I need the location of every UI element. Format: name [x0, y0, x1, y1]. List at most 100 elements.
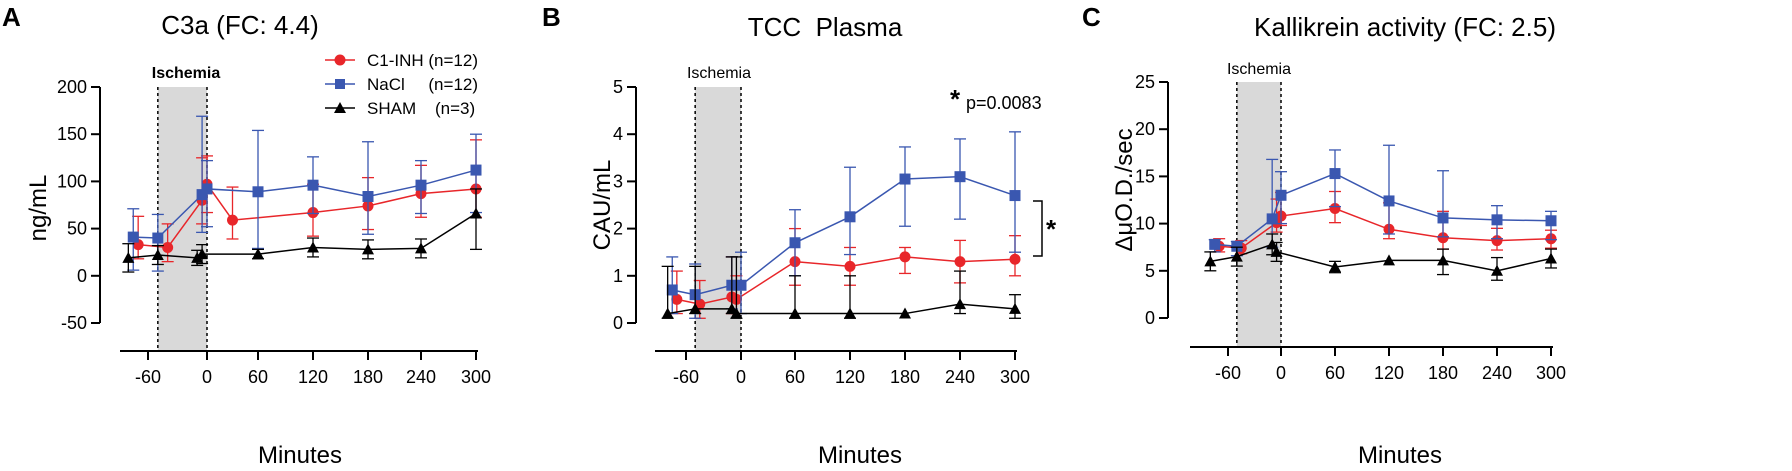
panel-a-xtick-label: 120: [298, 367, 328, 387]
panel-a-nacl-point: [307, 179, 319, 191]
panel-a-ischemia-label: Ischemia: [152, 65, 221, 82]
panel-a-sham-point: [470, 207, 482, 219]
panel-a-nacl-point: [196, 189, 208, 201]
panel-c-nacl-point: [1329, 168, 1341, 180]
panel-b-ytick-label: 0: [613, 313, 623, 333]
panel-c-ytick-label: 5: [1145, 261, 1155, 281]
panel-c-nacl-point: [1275, 189, 1287, 201]
panel-b-xtick-label: 180: [890, 367, 920, 387]
panel-a-sham-point: [415, 242, 427, 254]
panel-a-ytick-label: 150: [57, 124, 87, 144]
panel-b-bracket: [1033, 200, 1043, 257]
panel-c-nacl-point: [1491, 214, 1503, 226]
panel-b-xtick-label: 240: [945, 367, 975, 387]
panel-a-ischemia-band: [157, 87, 207, 351]
panel-a-ytick-label: -50: [61, 313, 87, 333]
panel-c-xtick-label: 120: [1374, 363, 1404, 383]
panel-b-nacl-point: [666, 284, 678, 296]
panel-c-xtick-label: 60: [1325, 363, 1345, 383]
panel-c-ytick-label: 20: [1135, 119, 1155, 139]
panel-a-sham-point: [307, 241, 319, 253]
panel-c-nacl-point: [1231, 240, 1243, 252]
panel-b-sham-point: [1009, 302, 1021, 314]
panel-a-nacl-point: [470, 164, 482, 176]
panel-b-xtick-label: 0: [736, 367, 746, 387]
panel-b-c1inh-point: [844, 260, 856, 272]
legend-item-sham: SHAM (n=3): [325, 99, 475, 118]
panel-b-nacl-point: [844, 211, 856, 223]
panel-b-c1inh-point: [671, 293, 683, 305]
panel-a-xlabel: Minutes: [258, 442, 342, 469]
panel-b-ytick-label: 1: [613, 266, 623, 286]
panel-c-ylabel: ΔμO.D./sec: [1111, 128, 1138, 251]
panel-b-nacl-point: [735, 279, 747, 291]
panel-b-ytick-label: 2: [613, 219, 623, 239]
panel-b-significance-star: *: [950, 84, 961, 114]
panel-c-xtick-label: 240: [1482, 363, 1512, 383]
panel-c-nacl-point: [1437, 212, 1449, 224]
panel-a-nacl-point: [127, 231, 139, 243]
panel-b-ylabel: CAU/mL: [589, 160, 616, 251]
panel-c-sham-point: [1266, 238, 1279, 250]
panel-c-series-nacl: [1208, 144, 1557, 257]
legend-sham-label: SHAM (n=3): [367, 99, 475, 118]
panel-a-xtick-label: 240: [406, 367, 436, 387]
legend-item-c1inh: C1-INH (n=12): [325, 51, 478, 70]
panel-b-c1inh-point: [1009, 253, 1021, 265]
panel-c-sham-point: [1437, 254, 1449, 266]
panel-a-nacl-point: [152, 232, 164, 244]
panel-b-sham-point: [954, 298, 966, 310]
panel-b-xtick-label: 120: [835, 367, 865, 387]
panel-b-xlabel: Minutes: [818, 442, 902, 469]
panel-c-ischemia-label: Ischemia: [1227, 61, 1291, 78]
panel-a-xtick-label: 60: [248, 367, 268, 387]
panel-a-ytick-label: 100: [57, 171, 87, 191]
panel-a-series-nacl: [127, 115, 482, 272]
panel-c-ytick-label: 25: [1135, 72, 1155, 92]
panel-c-series-sham: [1204, 233, 1557, 281]
panel-c-nacl-point: [1266, 213, 1278, 225]
panel-b-chart: B TCC Plasma Minutes CAU/mL Ischemia * p…: [542, 2, 1057, 469]
panel-a-xtick-label: 180: [353, 367, 383, 387]
panel-b-sham-point: [689, 302, 702, 314]
panel-b-c1inh-point: [899, 251, 911, 263]
panel-c-ytick-label: 10: [1135, 214, 1155, 234]
panel-c-chart: C Kallikrein activity (FC: 2.5) Minutes …: [1082, 2, 1566, 469]
legend: C1-INH (n=12) NaCl (n=12) SHAM (n=3): [325, 51, 478, 118]
panel-a-nacl-point: [415, 179, 427, 191]
panel-b-xtick-label: 60: [785, 367, 805, 387]
panel-c-ytick-label: 15: [1135, 166, 1155, 186]
panel-a-xtick-label: -60: [135, 367, 161, 387]
panel-b-ytick-label: 3: [613, 171, 623, 191]
panel-b-sham-point: [730, 307, 743, 319]
panel-a-sham-point: [362, 243, 374, 255]
panel-a-nacl-point: [252, 186, 264, 198]
panel-c-c1inh-point: [1491, 235, 1503, 247]
panel-c-sham-point: [1491, 264, 1503, 276]
panel-b-sham-point: [899, 307, 911, 319]
panel-c-xtick-label: 180: [1428, 363, 1458, 383]
panel-a-xtick-label: 0: [202, 367, 212, 387]
panel-a-ytick-label: 200: [57, 77, 87, 97]
panel-c-xlabel: Minutes: [1358, 442, 1442, 469]
panel-c-sham-point: [1329, 261, 1341, 273]
panel-a-sham-point: [252, 248, 264, 260]
legend-nacl-label: NaCl (n=12): [367, 75, 478, 94]
panel-a-xtick-label: 300: [461, 367, 491, 387]
panel-c-xtick-label: 300: [1536, 363, 1566, 383]
panel-b-series-sham: [661, 256, 1021, 319]
panel-b-bracket-star: *: [1046, 214, 1057, 244]
legend-c1inh-marker: [334, 54, 346, 66]
panel-a-sham-point: [196, 248, 209, 260]
panel-a-chart: A C3a (FC: 4.4) Minutes ng/mL Ischemia C…: [2, 2, 491, 469]
panel-b-ischemia-label: Ischemia: [687, 65, 751, 82]
panel-a-ylabel: ng/mL: [25, 175, 52, 242]
panel-b-sham-point: [661, 307, 674, 319]
panel-b-ytick-label: 5: [613, 77, 623, 97]
panel-c-letter: C: [1082, 2, 1101, 32]
panel-c-ytick-label: 0: [1145, 308, 1155, 328]
panel-b-c1inh-point: [954, 256, 966, 268]
panel-b-nacl-point: [1009, 190, 1021, 202]
panel-c-sham-point: [1204, 255, 1217, 267]
